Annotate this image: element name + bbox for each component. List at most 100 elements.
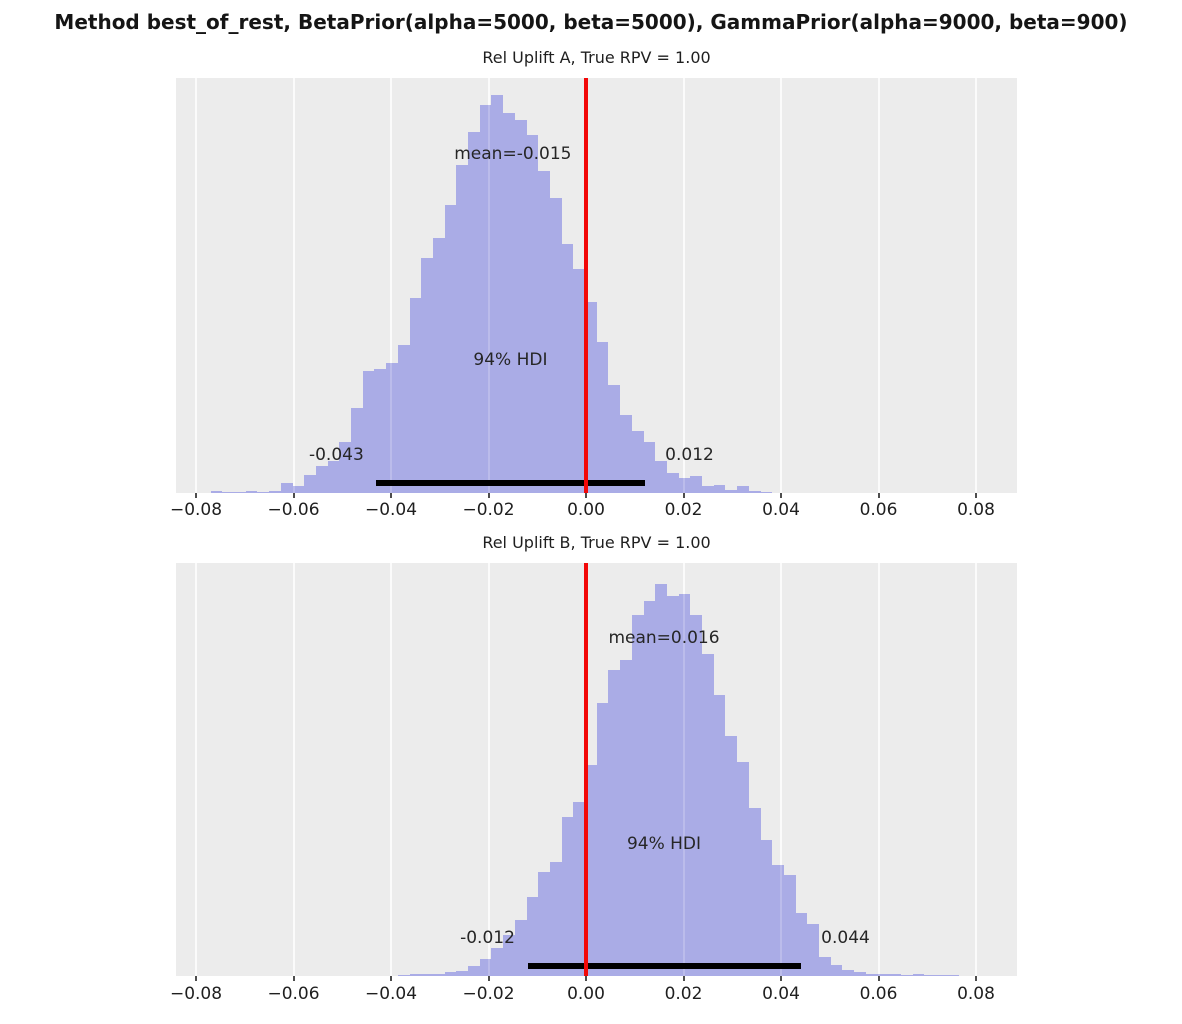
x-axis-tick-label: 0.02: [664, 500, 703, 520]
histogram-bar: [444, 204, 457, 493]
hdi-upper-bound-label: 0.044: [821, 927, 870, 948]
histogram-bar: [444, 971, 457, 976]
hdi-interval-line: [376, 480, 645, 486]
histogram-bar: [760, 840, 773, 976]
x-axis-tick: [780, 976, 782, 981]
x-axis-tick-label: −0.04: [364, 984, 418, 1004]
histogram-bar: [760, 491, 773, 493]
histogram-bar: [655, 461, 667, 493]
histogram-bar: [549, 861, 562, 976]
histogram-bar: [526, 896, 539, 976]
histogram-bar: [678, 593, 691, 976]
mean-label: mean=0.016: [608, 628, 720, 649]
x-axis-tick-label: −0.02: [462, 984, 515, 1004]
histogram-bar: [280, 483, 293, 493]
gridline: [975, 563, 977, 976]
histogram-bar: [257, 491, 270, 493]
x-axis-tick: [585, 493, 587, 498]
gridline-overlay: [195, 563, 197, 976]
histogram-bar: [585, 302, 597, 493]
gridline: [780, 563, 782, 976]
hdi-interval-line: [527, 963, 801, 969]
x-axis-tick-label: −0.08: [169, 984, 223, 1004]
x-axis-tick-label: 0.00: [567, 984, 605, 1004]
gridline: [877, 563, 880, 976]
gridline: [292, 563, 295, 976]
x-axis-tick-label: 0.08: [957, 500, 995, 520]
reference-line: [584, 563, 588, 976]
histogram-bar: [854, 972, 866, 976]
histogram-bar: [748, 491, 761, 493]
histogram-bar: [877, 973, 890, 976]
histogram-bar: [690, 615, 702, 976]
histogram-bar: [421, 973, 433, 976]
histogram-bar: [292, 485, 305, 493]
x-axis-tick-label: 0.02: [664, 984, 703, 1004]
gridline-overlay: [292, 78, 295, 493]
x-axis-tick-label: −0.02: [462, 500, 515, 520]
gridline: [390, 563, 392, 976]
histogram-bar: [702, 486, 714, 493]
histogram-bar: [795, 913, 808, 976]
x-axis-tick: [292, 493, 295, 498]
histogram-bar: [889, 974, 901, 976]
x-axis-tick-label: −0.06: [267, 984, 320, 1004]
x-axis-tick: [877, 493, 880, 498]
histogram-bar: [432, 238, 445, 493]
x-axis-tick: [975, 493, 977, 498]
x-axis-tick-label: −0.06: [267, 500, 320, 520]
histogram-bar: [549, 198, 562, 493]
histogram-bar: [819, 956, 831, 976]
histogram-bar: [210, 491, 223, 493]
x-axis-tick-label: −0.04: [364, 500, 418, 520]
histogram-bar: [468, 966, 480, 976]
hdi-lower-bound-label: -0.012: [460, 927, 515, 948]
gridline-overlay: [682, 563, 685, 976]
histogram-bar: [655, 583, 667, 976]
histogram-bar: [339, 441, 351, 493]
histogram-bar: [397, 344, 410, 493]
histogram-bar: [585, 765, 597, 976]
figure-title: Method best_of_rest, BetaPrior(alpha=500…: [54, 10, 1128, 34]
gridline-overlay: [682, 78, 685, 493]
gridline: [292, 78, 295, 493]
histogram-bar: [702, 653, 714, 976]
histogram-bar: [514, 119, 527, 493]
histogram-bar: [479, 959, 492, 976]
histogram-bar: [690, 476, 702, 493]
histogram-bar: [783, 875, 796, 976]
histogram-bar: [912, 973, 925, 976]
histogram-bar: [596, 703, 609, 976]
x-axis-tick: [877, 976, 880, 981]
gridline: [877, 78, 880, 493]
histogram-bar: [491, 94, 504, 493]
reference-line: [584, 78, 588, 493]
x-axis-tick: [390, 493, 392, 498]
x-axis-tick: [487, 493, 490, 498]
histogram-bar: [643, 441, 656, 493]
histogram-bar: [737, 761, 749, 976]
histogram-bar: [631, 431, 644, 493]
histogram-bar: [315, 466, 328, 493]
x-axis-tick: [195, 976, 197, 981]
histogram-bar: [351, 407, 363, 493]
histogram-bar: [666, 473, 679, 493]
hdi-upper-bound-label: 0.012: [665, 444, 714, 465]
histogram-bar: [830, 964, 843, 976]
histogram-bar: [725, 736, 738, 976]
histogram-bar: [374, 368, 387, 493]
gridline-overlay: [487, 78, 490, 493]
gridline-overlay: [975, 563, 977, 976]
histogram-bar: [397, 974, 410, 976]
gridline-overlay: [780, 563, 782, 976]
histogram-bar: [620, 414, 632, 493]
x-axis-tick: [682, 976, 685, 981]
x-axis-tick: [390, 976, 392, 981]
histogram-bar: [666, 595, 679, 976]
x-axis-tick-label: 0.06: [859, 984, 898, 1004]
histogram-bar: [924, 974, 936, 976]
x-axis-tick: [195, 493, 197, 498]
gridline-overlay: [195, 78, 197, 493]
histogram-bar: [900, 974, 913, 976]
gridline: [390, 78, 392, 493]
